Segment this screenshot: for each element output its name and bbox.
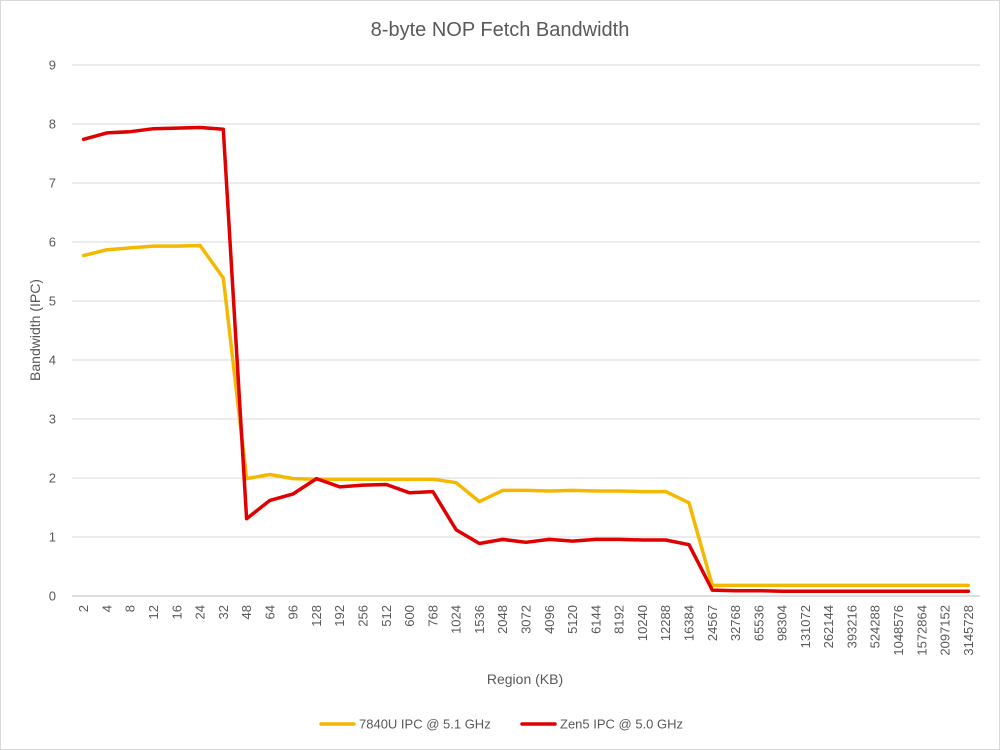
x-tick-label: 4096: [542, 605, 557, 634]
x-tick-label: 1572864: [914, 605, 929, 656]
x-tick-label: 192: [332, 605, 347, 627]
series-lines: [81, 125, 971, 594]
x-tick-label: 262144: [821, 605, 836, 648]
x-tick-label: 1048576: [891, 605, 906, 656]
gridlines: [72, 64, 980, 597]
x-tick-label: 3072: [519, 605, 534, 634]
x-tick-label: 64: [262, 605, 277, 619]
x-tick-label: 2048: [495, 605, 510, 634]
x-tick-label: 128: [309, 605, 324, 627]
y-tick-label: 8: [49, 117, 56, 132]
x-axis-title: Region (KB): [487, 671, 563, 687]
y-tick-label: 2: [49, 471, 56, 486]
x-tick-label: 524288: [868, 605, 883, 648]
x-tick-label: 12: [146, 605, 161, 619]
x-tick-label: 32: [216, 605, 231, 619]
x-tick-label: 6144: [588, 605, 603, 634]
x-tick-label: 24567: [705, 605, 720, 641]
y-tick-label: 6: [49, 235, 56, 250]
y-tick-label: 1: [49, 530, 56, 545]
x-axis-ticks: 2 4 8 12 16 24 32 48 64 96 128 192 256 512 600 768 1024 1…: [76, 605, 976, 656]
x-tick-label: 8: [123, 605, 138, 612]
x-tick-label: 12288: [658, 605, 673, 641]
x-tick-label: 24: [193, 605, 208, 619]
y-tick-label: 0: [49, 589, 56, 604]
series-line-2: [81, 125, 971, 594]
legend-label-2: Zen5 IPC @ 5.0 GHz: [560, 717, 683, 732]
x-tick-label: 768: [425, 605, 440, 627]
x-tick-label: 98304: [775, 605, 790, 641]
x-tick-label: 5120: [565, 605, 580, 634]
chart-title: 8-byte NOP Fetch Bandwidth: [371, 19, 630, 41]
y-axis-ticks: 0 1 2 3 4 5 6 7 8 9: [49, 58, 56, 604]
legend-label-1: 7840U IPC @ 5.1 GHz: [359, 717, 491, 732]
y-tick-label: 9: [49, 58, 56, 73]
x-tick-label: 3145728: [961, 605, 976, 656]
x-tick-label: 16384: [681, 605, 696, 641]
y-tick-label: 5: [49, 294, 56, 309]
x-tick-label: 16: [169, 605, 184, 619]
x-tick-label: 65536: [751, 605, 766, 641]
y-tick-label: 3: [49, 412, 56, 427]
x-tick-label: 10240: [635, 605, 650, 641]
x-tick-label: 8192: [612, 605, 627, 634]
x-tick-label: 393216: [844, 605, 859, 648]
x-tick-label: 600: [402, 605, 417, 627]
x-tick-label: 4: [99, 605, 114, 612]
x-tick-label: 1024: [449, 605, 464, 634]
x-tick-label: 512: [379, 605, 394, 627]
x-tick-label: 96: [286, 605, 301, 619]
y-tick-label: 4: [49, 353, 56, 368]
x-tick-label: 2: [76, 605, 91, 612]
x-tick-label: 1536: [472, 605, 487, 634]
x-tick-label: 2097152: [938, 605, 953, 656]
legend: 7840U IPC @ 5.1 GHz Zen5 IPC @ 5.0 GHz: [319, 717, 683, 732]
y-tick-label: 7: [49, 176, 56, 191]
x-tick-label: 256: [356, 605, 371, 627]
y-axis-title: Bandwidth (IPC): [27, 279, 43, 381]
x-tick-label: 32768: [728, 605, 743, 641]
x-tick-label: 131072: [798, 605, 813, 648]
x-tick-label: 48: [239, 605, 254, 619]
series-line-1: [81, 243, 971, 588]
